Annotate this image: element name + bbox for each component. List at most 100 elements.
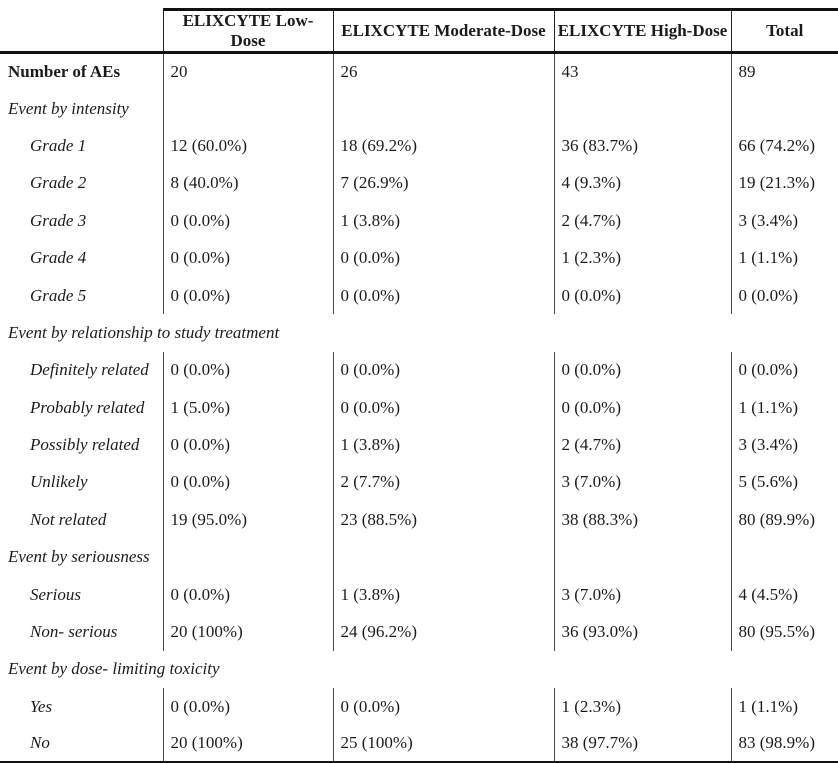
cell-high-dose: 0 (0.0%)	[553, 389, 731, 427]
row-label: No	[0, 725, 163, 763]
cell-high-dose	[553, 89, 731, 128]
cell-moderate-dose	[332, 89, 554, 128]
cell-moderate-dose: 23 (88.5%)	[332, 501, 554, 539]
section-header-row: Event by relationship to study treatment	[0, 314, 838, 351]
cell-low-dose: 12 (60.0%)	[162, 127, 333, 165]
section-header-row: Event by dose- limiting toxicity	[0, 651, 838, 688]
cell-high-dose: 36 (83.7%)	[553, 127, 731, 165]
table-row: Definitely related 0 (0.0%) 0 (0.0%) 0 (0.0…	[0, 351, 838, 390]
cell-total: 19 (21.3%)	[730, 164, 838, 203]
row-label: Grade 1	[30, 135, 87, 155]
row-label: Probably related	[30, 397, 145, 417]
section-label: Event by dose- limiting toxicity	[8, 659, 220, 679]
cell-moderate-dose: 2 (7.7%)	[332, 463, 554, 502]
section-label: Event by seriousness	[8, 547, 150, 567]
cell-moderate-dose	[332, 538, 554, 576]
cell-total	[730, 89, 838, 128]
cell-low-dose: 0 (0.0%)	[162, 239, 333, 277]
cell-total: 3 (3.4%)	[730, 426, 838, 464]
cell-total: 89	[730, 52, 838, 90]
cell-total: 1 (1.1%)	[730, 239, 838, 277]
cell-high-dose: 2 (4.7%)	[553, 426, 731, 464]
table-header-row: ELIXCYTE Low-Dose ELIXCYTE Moderate-Dose E…	[0, 8, 838, 54]
cell-total: 0 (0.0%)	[730, 351, 838, 390]
cell-moderate-dose: 7 (26.9%)	[332, 164, 554, 203]
cell-moderate-dose: 0 (0.0%)	[332, 276, 554, 315]
section-header-row: Event by intensity	[0, 89, 838, 128]
cell-total: 0 (0.0%)	[730, 276, 838, 315]
cell-total: 3 (3.4%)	[730, 202, 838, 240]
cell-moderate-dose: 18 (69.2%)	[332, 127, 554, 165]
cell-moderate-dose: 1 (3.8%)	[332, 202, 554, 240]
row-label: Non- serious	[30, 622, 118, 642]
cell-high-dose: 38 (88.3%)	[553, 501, 731, 539]
column-header-total: Total	[730, 8, 838, 54]
table-row: Probably related 1 (5.0%) 0 (0.0%) 0 (0.0%)…	[0, 389, 838, 427]
table-row: Grade 3 0 (0.0%) 1 (3.8%) 2 (4.7%) 3 (3.4%)	[0, 202, 838, 240]
cell-high-dose: 38 (97.7%)	[553, 725, 731, 763]
column-header-low-dose: ELIXCYTE Low-Dose	[162, 8, 333, 54]
cell-low-dose: 0 (0.0%)	[162, 276, 333, 315]
cell-high-dose: 1 (2.3%)	[553, 688, 731, 726]
cell-moderate-dose: 0 (0.0%)	[332, 351, 554, 390]
cell-total: 1 (1.1%)	[730, 389, 838, 427]
cell-moderate-dose: 0 (0.0%)	[332, 688, 554, 726]
row-label: Number of AEs	[8, 61, 121, 81]
cell-total: 1 (1.1%)	[730, 688, 838, 726]
cell-total	[730, 538, 838, 576]
table-row: Yes 0 (0.0%) 0 (0.0%) 1 (2.3%) 1 (1.1%)	[0, 688, 838, 726]
cell-high-dose: 1 (2.3%)	[553, 239, 731, 277]
cell-low-dose: 1 (5.0%)	[162, 389, 333, 427]
table-body: Number of AEs 20 26 43 89 Event by intensity G…	[0, 52, 838, 763]
cell-high-dose: 43	[553, 52, 731, 90]
row-label: Grade 5	[30, 285, 87, 305]
cell-moderate-dose: 0 (0.0%)	[332, 239, 554, 277]
cell-total: 80 (89.9%)	[730, 501, 838, 539]
cell-moderate-dose: 24 (96.2%)	[332, 613, 554, 651]
cell-low-dose: 0 (0.0%)	[162, 688, 333, 726]
cell-total: 4 (4.5%)	[730, 575, 838, 614]
table-row: Not related 19 (95.0%) 23 (88.5%) 38 (88.3%…	[0, 501, 838, 539]
table-row: Possibly related 0 (0.0%) 1 (3.8%) 2 (4.7%)…	[0, 426, 838, 464]
cell-high-dose	[553, 538, 731, 576]
cell-low-dose: 20 (100%)	[162, 725, 333, 763]
cell-low-dose: 0 (0.0%)	[162, 351, 333, 390]
table-row: Grade 2 8 (40.0%) 7 (26.9%) 4 (9.3%) 19 (21.…	[0, 164, 838, 203]
column-header-moderate-dose: ELIXCYTE Moderate-Dose	[332, 8, 554, 54]
section-header-row: Event by seriousness	[0, 538, 838, 576]
cell-low-dose: 20	[162, 52, 333, 90]
cell-high-dose: 0 (0.0%)	[553, 276, 731, 315]
cell-total: 66 (74.2%)	[730, 127, 838, 165]
cell-moderate-dose: 1 (3.8%)	[332, 575, 554, 614]
cell-low-dose: 0 (0.0%)	[162, 426, 333, 464]
row-label: Not related	[30, 509, 107, 529]
cell-moderate-dose: 1 (3.8%)	[332, 426, 554, 464]
cell-low-dose: 0 (0.0%)	[162, 202, 333, 240]
row-label: Unlikely	[30, 472, 88, 492]
table-row: Serious 0 (0.0%) 1 (3.8%) 3 (7.0%) 4 (4.5%)	[0, 575, 838, 614]
row-label: Possibly related	[30, 435, 140, 455]
section-label: Event by intensity	[8, 98, 129, 118]
cell-total: 80 (95.5%)	[730, 613, 838, 651]
column-header-high-dose: ELIXCYTE High-Dose	[553, 8, 731, 54]
cell-high-dose: 3 (7.0%)	[553, 463, 731, 502]
table-row: Unlikely 0 (0.0%) 2 (7.7%) 3 (7.0%) 5 (5.6%)	[0, 463, 838, 502]
header-corner-cell	[0, 9, 163, 54]
cell-low-dose: 19 (95.0%)	[162, 501, 333, 539]
cell-high-dose: 2 (4.7%)	[553, 202, 731, 240]
row-label: Grade 2	[30, 173, 87, 193]
cell-low-dose: 20 (100%)	[162, 613, 333, 651]
cell-high-dose: 3 (7.0%)	[553, 575, 731, 614]
cell-moderate-dose: 0 (0.0%)	[332, 389, 554, 427]
row-label: Definitely related	[30, 360, 149, 380]
table-row: Grade 1 12 (60.0%) 18 (69.2%) 36 (83.7%) 66 …	[0, 127, 838, 165]
cell-total: 5 (5.6%)	[730, 463, 838, 502]
table-row: No 20 (100%) 25 (100%) 38 (97.7%) 83 (98.9%)	[0, 725, 838, 763]
cell-low-dose: 0 (0.0%)	[162, 463, 333, 502]
row-label: Serious	[30, 584, 81, 604]
row-label: Grade 3	[30, 210, 87, 230]
adverse-events-table: ELIXCYTE Low-Dose ELIXCYTE Moderate-Dose E…	[0, 8, 838, 763]
cell-moderate-dose: 25 (100%)	[332, 725, 554, 763]
